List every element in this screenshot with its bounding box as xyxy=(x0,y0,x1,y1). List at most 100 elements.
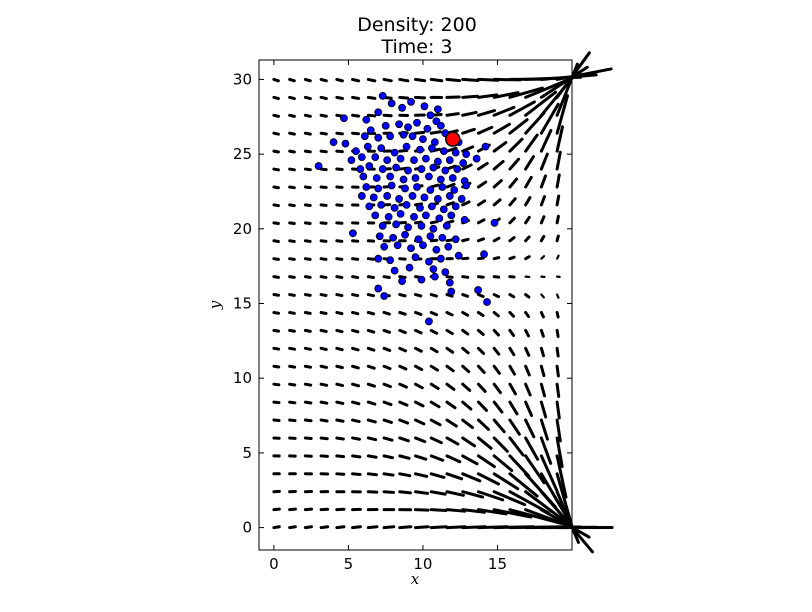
vector-arrow xyxy=(272,95,280,101)
agent-point xyxy=(369,193,378,202)
agent-point xyxy=(377,144,386,153)
vector-arrow xyxy=(492,436,509,453)
vector-arrow xyxy=(492,400,504,414)
agent-point xyxy=(374,184,383,193)
agent-point xyxy=(490,218,499,227)
vector-arrow xyxy=(508,255,516,261)
vector-arrow xyxy=(445,472,464,481)
vector-arrow xyxy=(539,418,549,441)
vector-arrow xyxy=(539,152,549,171)
vector-arrow xyxy=(492,275,501,279)
vector-arrow xyxy=(508,310,516,318)
vector-arrow xyxy=(445,275,454,279)
x-tick-label: 0 xyxy=(269,555,279,573)
vector-arrow xyxy=(555,310,560,319)
agent-point xyxy=(359,172,368,181)
agent-point xyxy=(425,317,433,326)
vector-arrow xyxy=(351,328,360,334)
vector-arrow xyxy=(272,185,280,190)
vector-arrow xyxy=(288,525,297,530)
agent-point xyxy=(445,156,454,164)
vector-arrow xyxy=(492,91,520,99)
agent-point xyxy=(433,195,442,203)
vector-arrow xyxy=(366,382,377,388)
agent-point xyxy=(375,232,384,241)
vector-arrow xyxy=(461,400,473,411)
vector-arrow xyxy=(508,177,518,189)
vector-arrow xyxy=(351,77,361,83)
agent-point xyxy=(425,257,433,266)
agent-point xyxy=(402,201,411,209)
chart-title-line-2: Time: 3 xyxy=(380,36,452,58)
vector-arrow xyxy=(539,310,545,319)
vector-arrow xyxy=(445,508,467,513)
agent-point xyxy=(408,192,417,200)
vector-arrow xyxy=(335,400,345,405)
agent-point xyxy=(425,172,433,181)
agent-point xyxy=(365,202,374,211)
agent-point xyxy=(402,142,411,151)
vector-arrow xyxy=(398,328,407,335)
agent-point xyxy=(413,118,421,127)
vector-arrow xyxy=(303,185,312,190)
agent-point xyxy=(436,254,445,263)
vector-arrow xyxy=(461,310,470,317)
agent-point xyxy=(386,256,395,265)
agent-point xyxy=(410,212,418,221)
agent-point xyxy=(395,120,404,129)
agent-point xyxy=(451,235,460,244)
vector-arrow xyxy=(414,454,428,461)
agent-point xyxy=(384,212,393,221)
vector-arrow xyxy=(461,472,482,483)
vector-arrow xyxy=(429,436,443,445)
vector-arrow xyxy=(524,196,532,207)
agent-point xyxy=(390,148,399,157)
agent-point xyxy=(416,145,424,154)
vector-arrow xyxy=(445,328,454,336)
agent-point xyxy=(436,175,445,184)
vector-arrow xyxy=(303,525,314,530)
vector-arrow xyxy=(524,490,572,527)
vector-arrow xyxy=(272,364,281,369)
vector-arrow xyxy=(398,95,410,100)
vector-arrow xyxy=(461,77,480,82)
vector-arrow xyxy=(351,113,361,118)
agent-point xyxy=(378,165,387,173)
vector-arrow xyxy=(351,131,360,136)
vector-arrow xyxy=(351,400,361,406)
chart-title-line-1: Density: 200 xyxy=(357,14,477,36)
vector-arrow xyxy=(476,275,485,279)
vector-arrow xyxy=(319,328,328,333)
agent-point xyxy=(380,292,389,300)
vector-arrow xyxy=(414,95,427,100)
vector-arrow xyxy=(508,137,524,153)
vector-arrow xyxy=(335,95,344,101)
vector-arrow xyxy=(508,197,517,207)
agent-point xyxy=(407,97,415,106)
vector-arrow xyxy=(524,235,531,243)
vector-arrow xyxy=(319,131,328,136)
vector-arrow xyxy=(272,113,280,118)
vector-arrow xyxy=(492,236,501,243)
agent-point xyxy=(396,209,405,218)
vector-arrow xyxy=(508,293,516,299)
vector-arrow xyxy=(476,346,486,355)
vector-arrow xyxy=(445,490,465,497)
vector-arrow xyxy=(476,293,485,298)
vector-arrow xyxy=(272,293,280,297)
vector-arrow xyxy=(524,346,531,357)
vector-arrow xyxy=(414,328,423,335)
vector-arrow xyxy=(429,418,442,427)
vector-arrow xyxy=(288,113,296,118)
vector-arrow xyxy=(272,167,280,172)
vector-arrow xyxy=(524,310,531,319)
agent-point xyxy=(411,174,420,182)
vector-arrow xyxy=(476,199,487,207)
agent-point xyxy=(427,144,436,153)
agent-point xyxy=(454,251,463,260)
agent-point xyxy=(453,165,462,173)
vector-arrow xyxy=(445,201,455,207)
agent-point xyxy=(314,162,323,170)
vector-arrow xyxy=(492,256,501,261)
agent-point xyxy=(386,132,395,141)
